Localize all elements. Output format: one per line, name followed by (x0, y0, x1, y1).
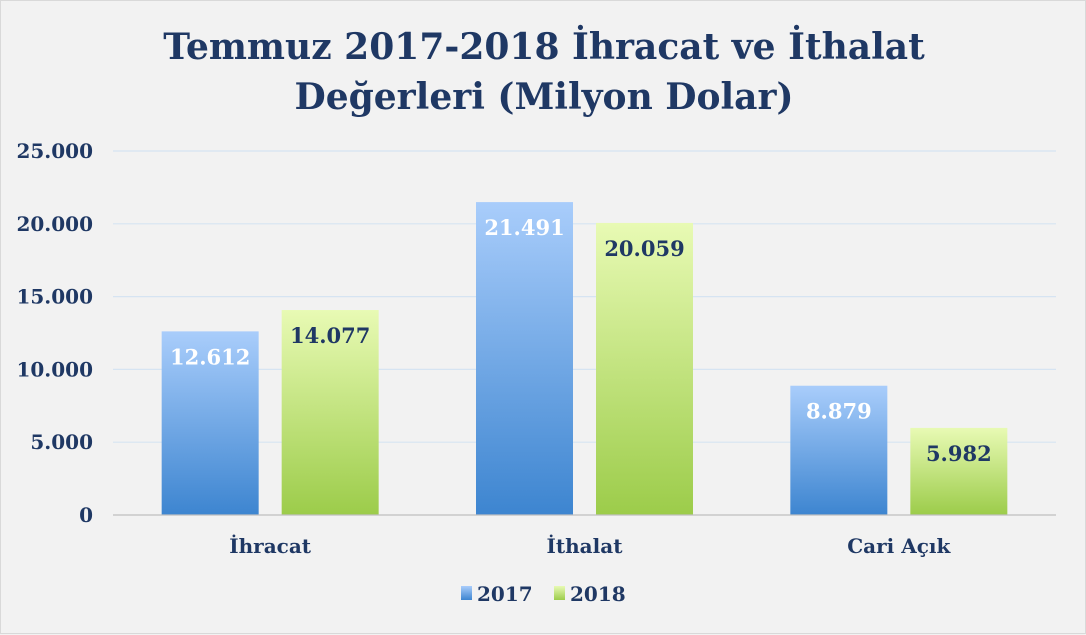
bar-2017-1 (476, 202, 573, 515)
x-category-label: İhracat (229, 534, 312, 558)
data-label-2018-1: 20.059 (604, 236, 684, 261)
y-tick-label: 15.000 (16, 285, 93, 309)
y-tick-label: 20.000 (16, 212, 93, 236)
data-label-2018-0: 14.077 (290, 323, 370, 348)
y-tick-label: 25.000 (16, 139, 93, 163)
data-label-2017-2: 8.879 (806, 399, 872, 424)
bar-2018-2 (910, 427, 1008, 515)
y-tick-label: 10.000 (16, 357, 93, 381)
x-category-label: İthalat (547, 534, 624, 558)
chart-title-line-2: Değerleri (Milyon Dolar) (294, 76, 793, 118)
chart-title-line-1: Temmuz 2017-2018 İhracat ve İthalat (163, 25, 925, 68)
legend-swatch-2018 (554, 586, 565, 600)
x-category-label: Cari Açık (847, 534, 951, 558)
y-tick-label: 0 (79, 503, 93, 527)
bar-2018-0 (281, 310, 379, 515)
legend-label-2018: 2018 (570, 582, 626, 606)
y-tick-label: 5.000 (30, 430, 93, 454)
legend-label-2017: 2017 (477, 582, 533, 606)
data-label-2017-1: 21.491 (484, 215, 564, 240)
data-label-2018-2: 5.982 (926, 441, 992, 466)
bar-2017-2 (790, 385, 888, 515)
bar-2017-0 (161, 331, 259, 515)
data-label-2017-0: 12.612 (170, 344, 250, 369)
bar-2018-1 (596, 222, 693, 515)
legend-swatch-2017 (461, 586, 472, 600)
